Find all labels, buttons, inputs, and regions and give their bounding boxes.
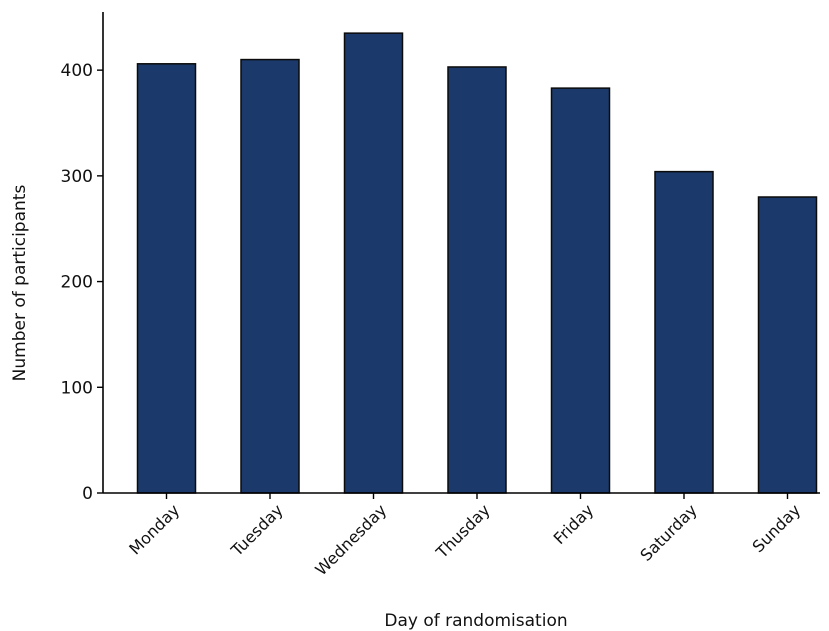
bar-sunday [757,196,818,494]
y-tick-label: 100 [61,378,93,398]
y-tick-label: 400 [61,61,93,81]
x-tick-label: Friday [550,500,598,548]
x-tick-label: Saturday [636,500,700,564]
x-tick-label: Sunday [749,500,805,556]
x-tick-label: Thusday [432,500,494,562]
bar-friday [550,87,611,494]
x-tick-label: Wednesday [311,500,390,579]
x-axis-title: Day of randomisation [384,611,567,631]
bar-tuesday [240,58,300,494]
bar-wednesday [343,32,404,494]
y-axis-title: Number of participants [10,185,30,382]
y-tick-label: 300 [61,167,93,187]
bar-thusday [447,66,507,494]
bar-monday [136,63,197,494]
x-tick-labels: Monday Tuesday Wednesday Thusday Friday Satur… [125,493,804,579]
bar-saturday [654,170,714,494]
bars [136,32,818,494]
y-ticks: 0 100 200 300 400 [61,61,103,504]
y-tick-label: 200 [61,273,93,293]
y-tick-label: 0 [82,484,93,504]
x-tick-label: Monday [125,500,183,558]
x-tick-label: Tuesday [227,500,287,560]
